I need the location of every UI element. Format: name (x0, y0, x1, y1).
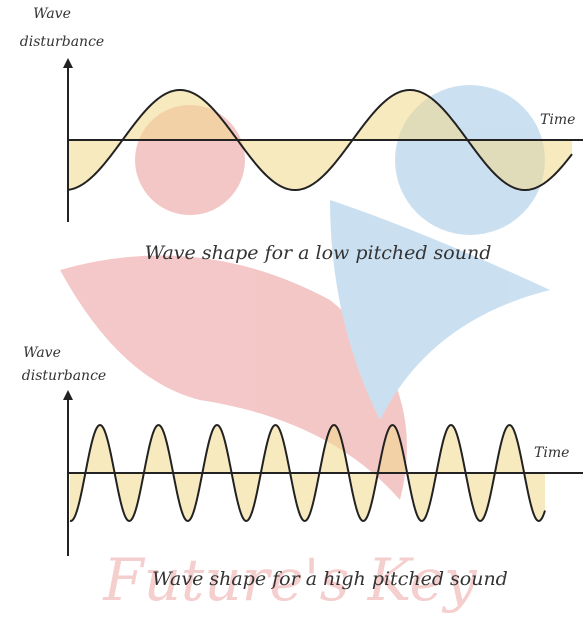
caption: Wave shape for a low pitched sound (145, 242, 492, 264)
arrow-head (63, 390, 73, 400)
axis-label: Wave (33, 6, 71, 22)
caption: Wave shape for a high pitched sound (152, 568, 508, 590)
wave (67, 88, 573, 192)
watermark: Future's Key (102, 546, 478, 614)
axis-label: Wave (23, 345, 61, 361)
x-label: Time (540, 112, 575, 128)
arrow-head (63, 58, 73, 68)
wave-fill (70, 425, 545, 521)
axis-label: disturbance (22, 368, 106, 384)
x-label: Time (534, 445, 569, 461)
axis-label: disturbance (20, 34, 104, 50)
wave (69, 423, 546, 523)
